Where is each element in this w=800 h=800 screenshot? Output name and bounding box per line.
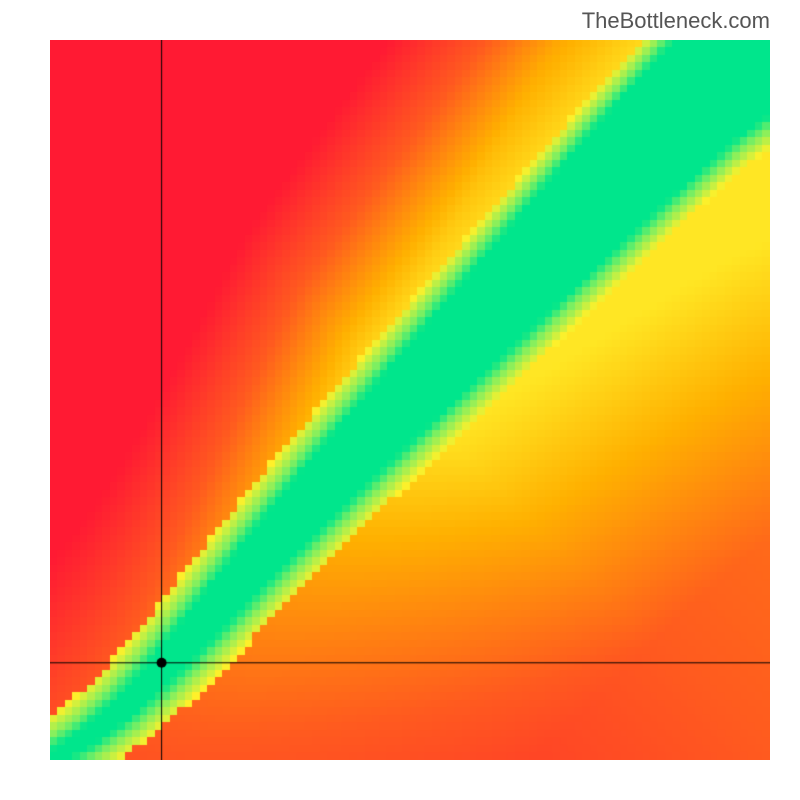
- page-root: TheBottleneck.com: [0, 0, 800, 800]
- heatmap-canvas: [50, 40, 770, 760]
- heatmap-chart: [50, 40, 770, 760]
- watermark-text: TheBottleneck.com: [582, 8, 770, 34]
